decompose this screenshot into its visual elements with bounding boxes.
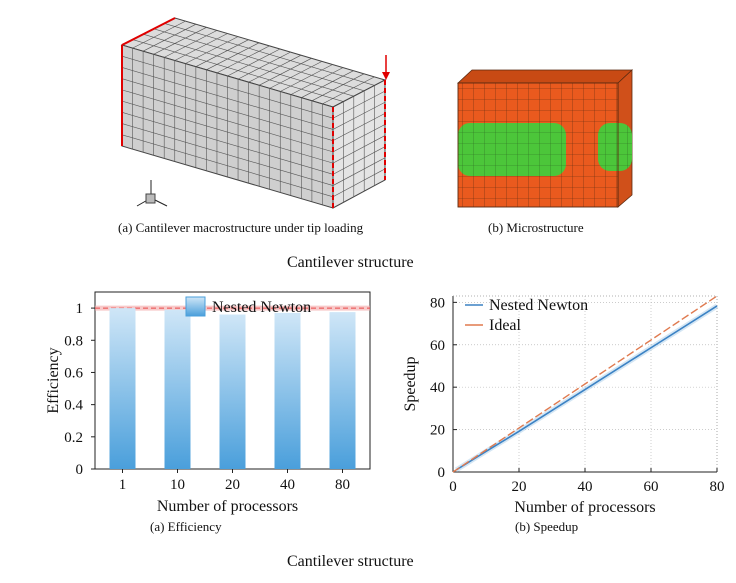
legend-label-nested: Nested Newton <box>489 297 588 314</box>
coordinate-triad-icon <box>136 180 168 207</box>
mesh-line <box>121 78 334 141</box>
y-tick-label: 0 <box>76 462 84 478</box>
legend-label-nested: Nested Newton <box>212 299 311 316</box>
mesh-line <box>164 23 375 86</box>
microstructure-cube <box>456 69 634 208</box>
legend-swatch-nested <box>185 296 206 317</box>
mesh-line <box>237 51 291 80</box>
mesh-line <box>121 134 334 198</box>
mesh-line <box>143 33 354 97</box>
fixed-support-top-line <box>121 17 176 46</box>
speedup-series-nested <box>455 305 718 471</box>
y-tick-label: 0 <box>438 465 446 481</box>
y-tick-label: 80 <box>430 295 445 311</box>
mesh-line <box>332 168 386 198</box>
efficiency-y-label: Efficiency <box>45 347 62 413</box>
y-tick-label: 40 <box>430 380 445 396</box>
mesh-line <box>332 113 386 141</box>
y-tick-label: 60 <box>430 338 445 354</box>
mesh-line <box>259 58 312 86</box>
mesh-line <box>332 146 386 175</box>
mesh-line <box>290 67 344 95</box>
beam-end-grid <box>332 85 386 203</box>
mesh-line <box>121 67 334 130</box>
mesh-line <box>206 42 260 71</box>
y-tick-label: 0.8 <box>64 333 83 349</box>
efficiency-chart: 1 10 20 40 80 0 0.2 0.4 0.6 0.8 1 Number of process… <box>45 291 371 515</box>
x-tick-label: 80 <box>335 477 350 493</box>
mesh-line <box>322 76 375 105</box>
mesh-line <box>216 45 270 74</box>
mesh-line <box>195 39 249 67</box>
mesh-line <box>332 135 386 164</box>
caption-microstructure: (b) Microstructure <box>488 220 584 235</box>
legend-label-ideal: Ideal <box>489 317 522 334</box>
macrostructure-figure <box>120 17 634 209</box>
mesh-line <box>121 123 334 186</box>
x-tick-label: 1 <box>119 477 127 493</box>
mesh-line <box>174 33 228 61</box>
mesh-line <box>153 28 365 92</box>
efficiency-bar <box>219 314 246 469</box>
efficiency-bar <box>274 312 301 469</box>
efficiency-bar <box>329 312 356 469</box>
mesh-line <box>301 70 354 98</box>
x-tick-label: 10 <box>170 477 185 493</box>
y-tick-label: 0.4 <box>64 398 83 414</box>
mesh-line <box>164 30 218 58</box>
x-tick-label: 40 <box>280 477 295 493</box>
section-title-bottom: Cantilever structure <box>287 553 414 570</box>
mesh-line <box>311 73 365 102</box>
mesh-line <box>153 27 207 55</box>
mesh-line <box>142 23 197 52</box>
efficiency-x-label: Number of processors <box>157 498 298 515</box>
speedup-series-ideal <box>452 295 718 473</box>
caption-macrostructure: (a) Cantilever macrostructure under tip … <box>118 220 364 235</box>
x-tick-label: 60 <box>644 479 659 495</box>
caption-speedup: (b) Speedup <box>515 519 579 534</box>
speedup-chart: 0 20 40 60 80 0 20 40 60 80 Number of processors Sp… <box>402 295 725 516</box>
mesh-line <box>332 90 386 119</box>
y-tick-label: 0.6 <box>64 365 83 381</box>
mesh-line <box>280 64 333 92</box>
mesh-line <box>332 101 386 130</box>
mesh-line <box>185 36 239 64</box>
x-tick-label: 80 <box>710 479 725 495</box>
mesh-line <box>269 61 323 89</box>
mesh-line <box>121 89 334 153</box>
x-tick-label: 20 <box>225 477 240 493</box>
section-title-top: Cantilever structure <box>287 254 414 271</box>
y-tick-label: 0.2 <box>64 430 83 446</box>
mesh-line <box>121 55 334 119</box>
efficiency-bar <box>109 308 136 469</box>
x-tick-label: 0 <box>449 479 457 495</box>
mesh-line <box>132 39 344 102</box>
mesh-line <box>332 124 386 153</box>
mesh-line <box>121 100 334 164</box>
speedup-x-label: Number of processors <box>514 499 655 516</box>
tip-load-arrowhead <box>382 72 390 80</box>
mesh-line <box>227 48 281 77</box>
speedup-y-label: Speedup <box>402 356 419 411</box>
x-tick-label: 20 <box>512 479 527 495</box>
mesh-line <box>332 157 386 186</box>
beam-front-grid <box>121 48 334 205</box>
mesh-line <box>132 20 186 49</box>
mesh-line <box>248 54 302 83</box>
y-tick-label: 1 <box>76 301 84 317</box>
caption-efficiency: (a) Efficiency <box>150 519 222 534</box>
x-tick-label: 40 <box>578 479 593 495</box>
y-tick-label: 20 <box>430 423 445 439</box>
beam-top-grid <box>132 20 375 105</box>
mesh-line <box>121 112 334 175</box>
efficiency-bar <box>164 309 191 469</box>
